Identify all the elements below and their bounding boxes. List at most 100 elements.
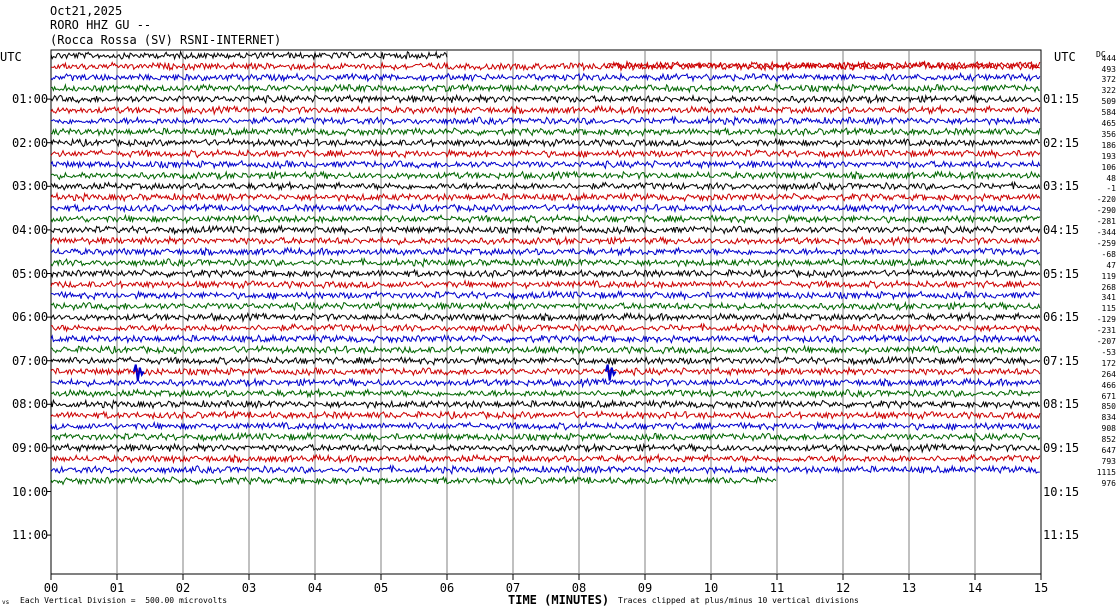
- trace-line: [50, 104, 1041, 116]
- hour-label-left: 10:00: [12, 484, 49, 499]
- x-tick-label: 14: [967, 581, 983, 595]
- trace-line: [50, 366, 1041, 377]
- hour-label-right: 09:15: [1043, 440, 1080, 455]
- trace-count: 119: [1101, 271, 1116, 281]
- trace-line: [50, 202, 1041, 214]
- trace-line: [50, 344, 1041, 356]
- hour-label-right: 04:15: [1043, 222, 1080, 237]
- trace-count: -281: [1096, 217, 1116, 227]
- trace-count: 793: [1101, 456, 1116, 466]
- trace-count: 172: [1101, 358, 1116, 368]
- trace-count: 834: [1101, 413, 1116, 423]
- trace-count: 671: [1101, 391, 1116, 401]
- trace-count: -68: [1101, 249, 1116, 259]
- trace-line: [50, 180, 1041, 192]
- hour-label-left: 08:00: [12, 397, 49, 412]
- trace-count: 1115: [1096, 467, 1116, 477]
- trace-count: 584: [1101, 108, 1116, 118]
- trace-line: [50, 475, 777, 486]
- hour-label-left: 01:00: [12, 92, 49, 107]
- trace-line: [50, 300, 1041, 312]
- hour-label-right: 02:15: [1043, 135, 1080, 150]
- trace-count: -231: [1096, 326, 1116, 336]
- x-tick-label: 08: [571, 581, 587, 595]
- trace-count: 852: [1101, 435, 1116, 445]
- trace-line: [50, 322, 1041, 334]
- trace-line: [50, 387, 1041, 399]
- trace-count: 341: [1101, 293, 1116, 303]
- trace-count: 106: [1101, 162, 1116, 172]
- x-tick-label: 05: [373, 581, 389, 595]
- trace-line: [50, 452, 1041, 465]
- hour-label-left: 05:00: [12, 266, 49, 281]
- trace-line: [50, 279, 1041, 290]
- trace-count: 509: [1101, 97, 1116, 107]
- trace-count: 465: [1101, 119, 1116, 129]
- hour-label-left: 06:00: [12, 310, 49, 325]
- hour-label-left: 03:00: [12, 179, 49, 194]
- trace-count: 47: [1106, 260, 1116, 270]
- tiny-label: vs: [2, 599, 10, 606]
- x-tick-label: 06: [439, 581, 455, 595]
- trace-line: [50, 50, 448, 61]
- trace-line: [50, 398, 1041, 410]
- trace-line: [50, 311, 1041, 323]
- trace-count: 372: [1101, 75, 1116, 85]
- trace-count: -344: [1096, 228, 1116, 238]
- trace-count: -207: [1096, 337, 1116, 347]
- x-tick-label: 04: [307, 581, 323, 595]
- trace-line: [50, 442, 1040, 454]
- clip-note: Traces clipped at plus/minus 10 vertical…: [618, 596, 859, 605]
- trace-line: [50, 235, 1040, 247]
- trace-line: [50, 268, 1041, 279]
- trace-count: -129: [1096, 315, 1116, 325]
- trace-count: 193: [1101, 151, 1116, 161]
- trace-line: [50, 148, 1041, 160]
- x-axis-label: TIME (MINUTES): [508, 593, 610, 607]
- trace-count: -53: [1101, 347, 1116, 357]
- trace-count: 48: [1106, 173, 1116, 183]
- hour-label-right: 10:15: [1043, 484, 1080, 499]
- hour-label-right: 05:15: [1043, 266, 1080, 281]
- hour-label-left: 07:00: [12, 353, 49, 368]
- trace-count: 976: [1101, 478, 1116, 488]
- trace-line: [50, 410, 1041, 421]
- trace-line: [50, 82, 1040, 94]
- hour-label-right: 07:15: [1043, 353, 1080, 368]
- trace-count: -1: [1106, 184, 1116, 194]
- trace-count: 268: [1101, 282, 1116, 292]
- trace-line: [50, 191, 1041, 203]
- x-tick-label: 13: [901, 581, 917, 595]
- trace-count: -220: [1096, 195, 1116, 205]
- trace-count: -259: [1096, 238, 1116, 248]
- utc-left-label: UTC: [0, 50, 22, 64]
- x-tick-label: 00: [43, 581, 59, 595]
- trace-count: 115: [1101, 304, 1116, 314]
- trace-line: [50, 289, 1040, 301]
- event-spike: [132, 364, 145, 381]
- trace-count: 850: [1101, 402, 1116, 412]
- hour-label-right: 08:15: [1043, 397, 1080, 412]
- trace-line: [50, 158, 1041, 170]
- trace-count: 493: [1101, 64, 1116, 74]
- hour-label-left: 11:00: [12, 528, 49, 543]
- trace-count: 186: [1101, 140, 1116, 150]
- scale-note: Each Vertical Division = 500.00 microvol…: [20, 596, 228, 605]
- x-tick-label: 07: [505, 581, 521, 595]
- trace-count: -290: [1096, 206, 1116, 216]
- trace-line: [50, 137, 1040, 149]
- x-tick-label: 01: [109, 581, 125, 595]
- trace-count: 322: [1101, 86, 1116, 96]
- x-tick-label: 10: [703, 581, 719, 595]
- hour-label-right: 06:15: [1043, 310, 1080, 325]
- trace-count: 444: [1101, 53, 1116, 63]
- utc-right-label: UTC: [1054, 50, 1076, 64]
- trace-line: [50, 333, 1040, 345]
- hour-label-left: 09:00: [12, 440, 49, 455]
- plot-frame: [50, 49, 1042, 575]
- x-tick-label: 09: [637, 581, 653, 595]
- trace-line: [50, 224, 1041, 236]
- trace-count: 908: [1101, 424, 1116, 434]
- x-tick-label: 15: [1033, 581, 1049, 595]
